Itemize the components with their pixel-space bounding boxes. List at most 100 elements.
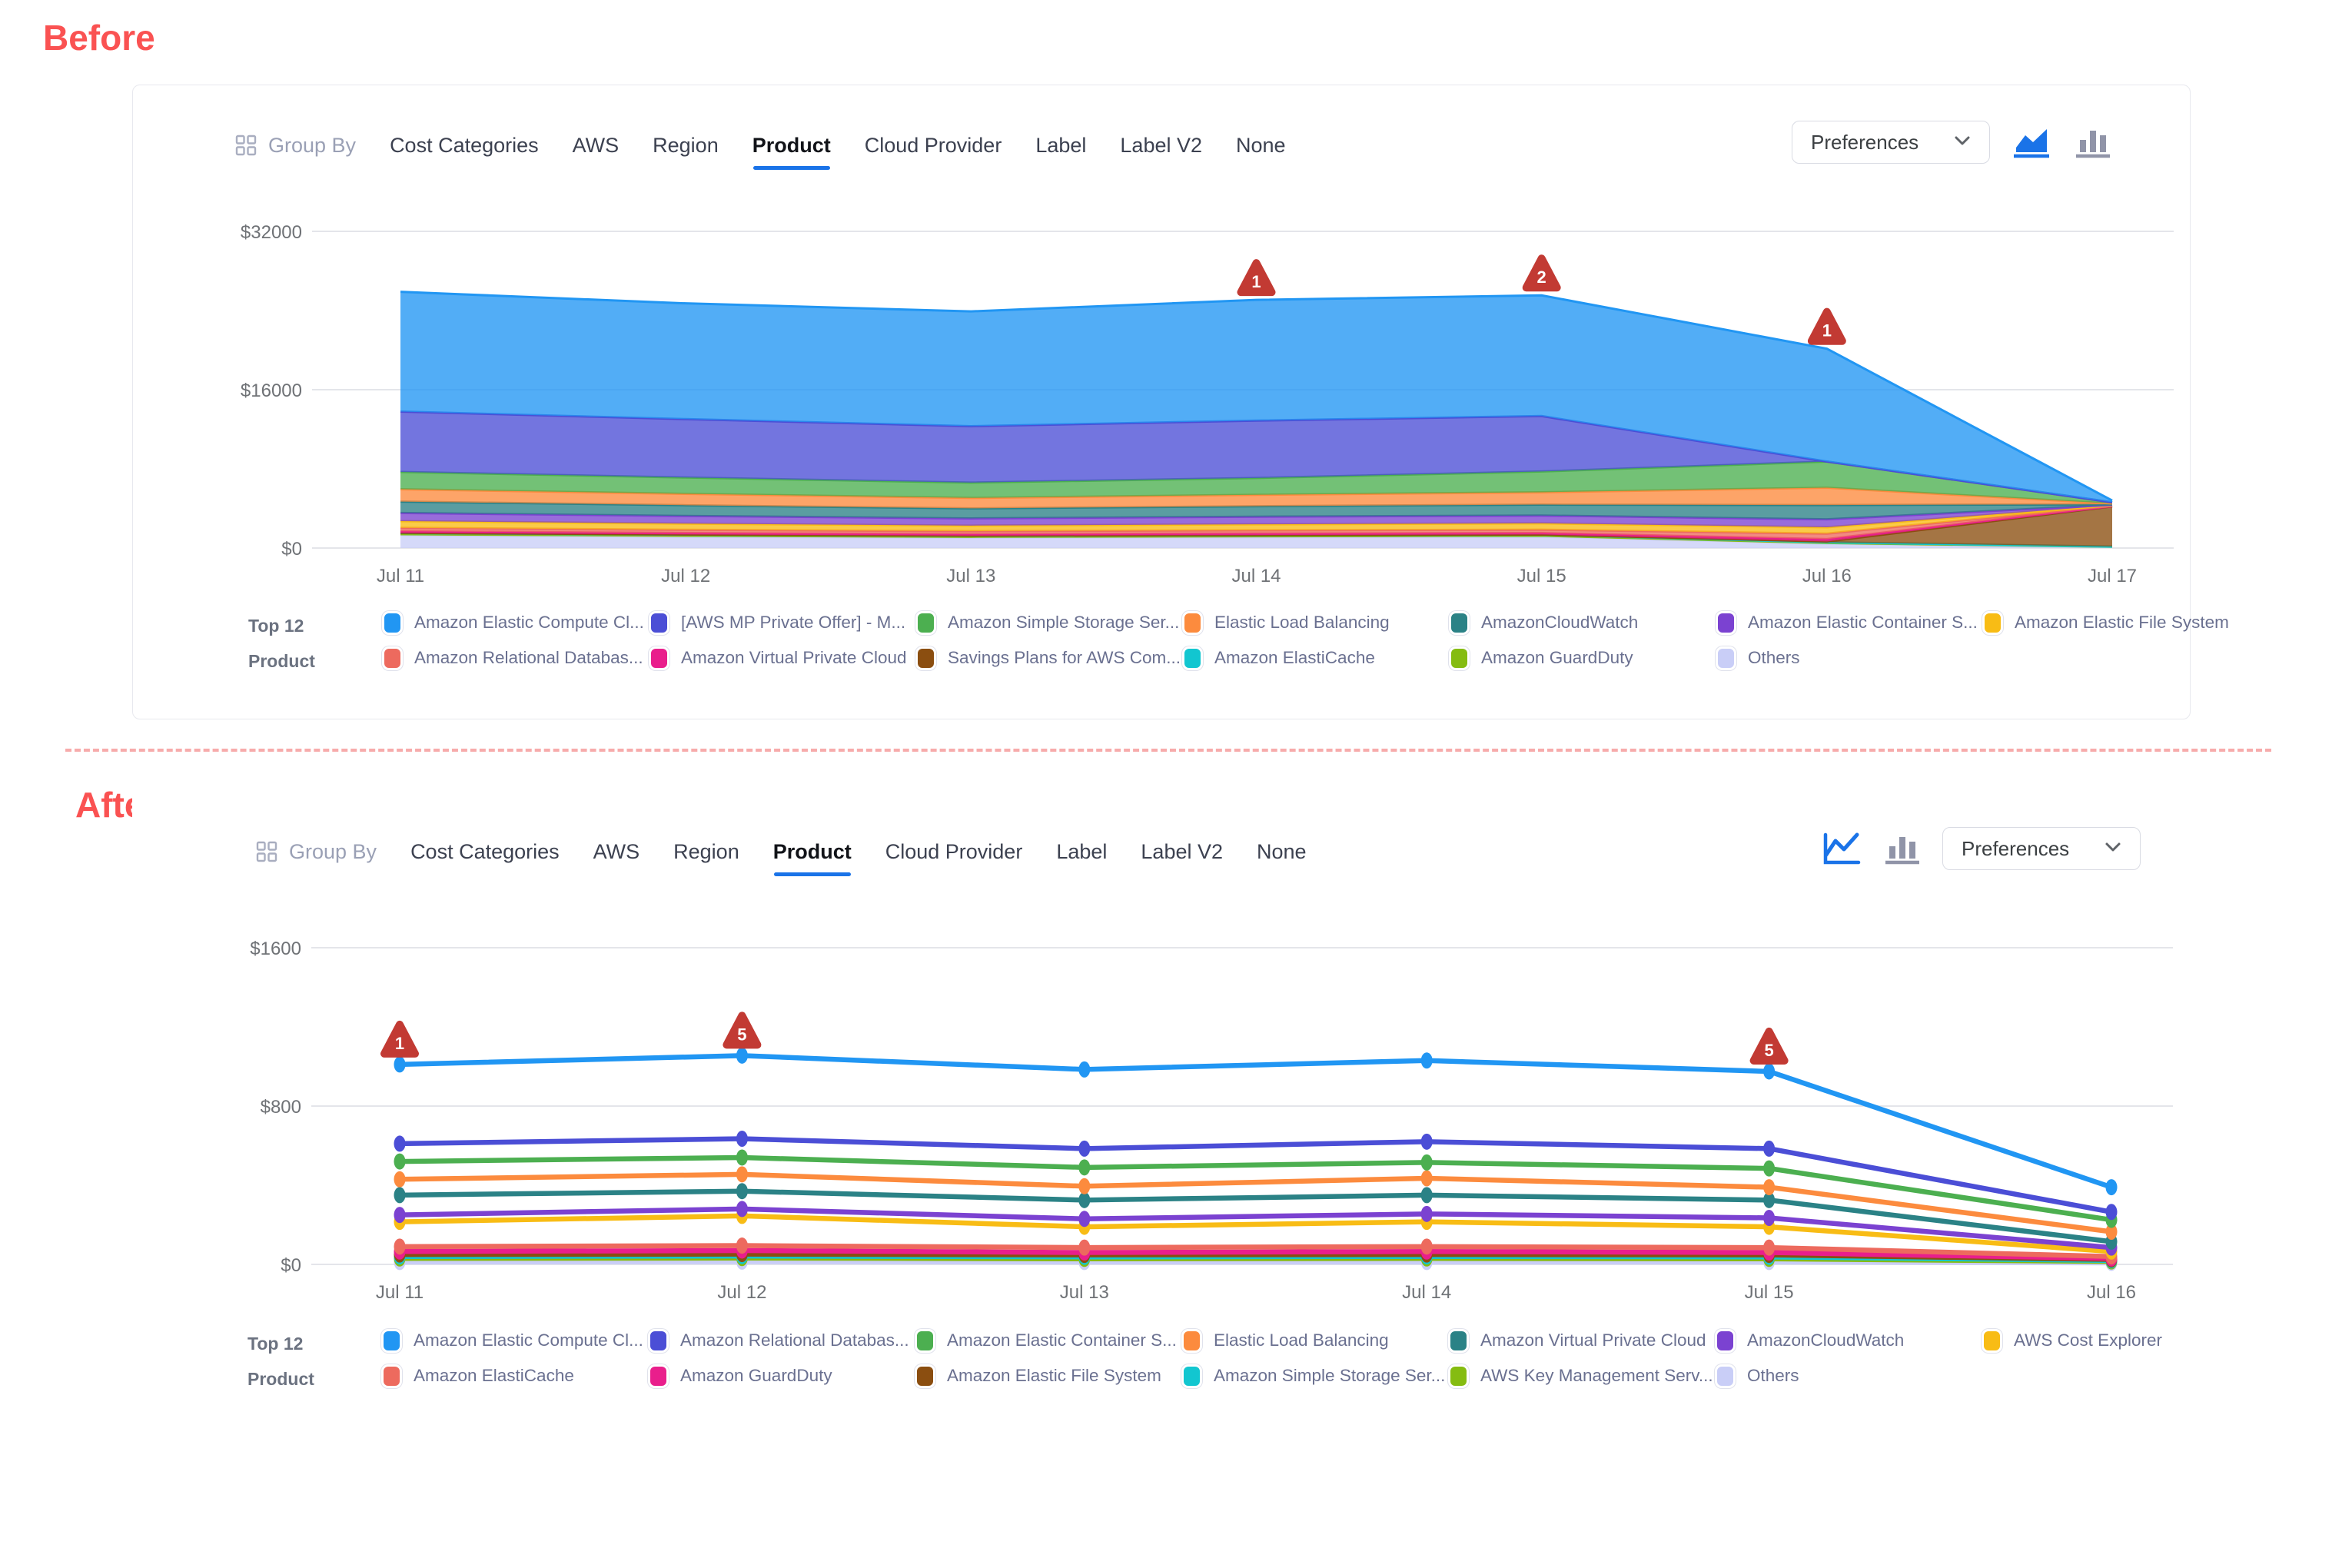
tab-aws[interactable]: AWS <box>593 839 640 863</box>
legend-item[interactable]: Amazon Relational Databas... <box>382 643 649 673</box>
grid-icon <box>255 840 278 863</box>
legend-item[interactable]: Amazon Simple Storage Ser... <box>915 608 1182 637</box>
bar-chart-icon[interactable] <box>2073 125 2113 160</box>
legend-label: AWS Cost Explorer <box>2014 1330 2162 1350</box>
legend-swatch <box>915 1364 935 1388</box>
legend-item[interactable]: AWS Cost Explorer <box>1982 1326 2248 1355</box>
legend-label: Amazon Simple Storage Ser... <box>1214 1366 1446 1385</box>
legend-label: Amazon Elastic Compute Cl... <box>414 613 644 632</box>
legend-title: Top 12 Product <box>248 608 348 679</box>
tab-cloud-provider[interactable]: Cloud Provider <box>864 133 1002 157</box>
legend-swatch <box>1449 646 1470 670</box>
before-legend: Top 12 Product Amazon Elastic Compute Cl… <box>248 608 2249 679</box>
legend-label: Others <box>1748 648 1800 667</box>
tab-none[interactable]: None <box>1236 133 1286 157</box>
before-chart-controls: Preferences <box>1792 121 2113 164</box>
tab-label[interactable]: Label <box>1035 133 1087 157</box>
series-line <box>394 1047 2118 1196</box>
tab-label-v2[interactable]: Label V2 <box>1120 133 1202 157</box>
tab-region[interactable]: Region <box>673 839 739 863</box>
legend-label: [AWS MP Private Offer] - M... <box>681 613 906 632</box>
legend-item[interactable]: Amazon GuardDuty <box>648 1361 915 1390</box>
preferences-select[interactable]: Preferences <box>1942 827 2141 870</box>
anomaly-badge[interactable]: 1 <box>1237 259 1276 297</box>
tab-product[interactable]: Product <box>752 133 831 170</box>
legend-item[interactable]: Amazon Elastic File System <box>1982 608 2249 637</box>
legend-item[interactable]: Amazon Elastic File System <box>915 1361 1181 1390</box>
legend-item[interactable]: Savings Plans for AWS Com... <box>915 643 1182 673</box>
anomaly-badge[interactable]: 1 <box>380 1020 419 1058</box>
legend-swatch <box>648 1364 669 1388</box>
after-legend: Top 12 Product Amazon Elastic Compute Cl… <box>247 1326 2248 1397</box>
legend-swatch <box>915 610 936 635</box>
anomaly-badge[interactable]: 5 <box>723 1012 762 1049</box>
legend-item[interactable]: Amazon Elastic Compute Cl... <box>381 1326 648 1355</box>
svg-text:$1600: $1600 <box>250 938 301 959</box>
tab-region[interactable]: Region <box>653 133 719 157</box>
svg-text:2: 2 <box>1537 267 1546 287</box>
tab-none[interactable]: None <box>1257 839 1307 863</box>
svg-text:1: 1 <box>395 1034 404 1053</box>
svg-text:$0: $0 <box>281 539 302 560</box>
legend-label: Amazon Relational Databas... <box>680 1330 909 1350</box>
series-line <box>394 1166 2118 1241</box>
legend-item[interactable]: AmazonCloudWatch <box>1715 1326 1982 1355</box>
tab-product[interactable]: Product <box>772 839 852 876</box>
chevron-down-icon <box>2105 842 2121 856</box>
legend-item[interactable]: Elastic Load Balancing <box>1182 608 1449 637</box>
legend-label: AmazonCloudWatch <box>1747 1330 1905 1350</box>
legend-item[interactable]: Others <box>1715 1361 1982 1390</box>
legend-item[interactable]: AmazonCloudWatch <box>1449 608 1716 637</box>
after-legend-items: Amazon Elastic Compute Cl... Amazon Relat… <box>381 1326 2248 1390</box>
series-band <box>400 291 2113 503</box>
anomaly-badge[interactable]: 1 <box>1807 307 1846 345</box>
tab-cost-categories[interactable]: Cost Categories <box>390 133 539 157</box>
legend-item[interactable]: Others <box>1716 643 1982 673</box>
legend-title-line1: Top 12 <box>248 616 304 636</box>
svg-text:Jul 15: Jul 15 <box>1517 566 1566 586</box>
legend-item[interactable]: Amazon Virtual Private Cloud <box>1448 1326 1715 1355</box>
legend-label: Amazon Relational Databas... <box>414 648 643 667</box>
legend-swatch <box>1181 1364 1202 1388</box>
legend-item[interactable]: AWS Key Management Serv... <box>1448 1361 1715 1390</box>
legend-item[interactable]: Amazon ElastiCache <box>381 1361 648 1390</box>
after-toolbar: Group By Cost Categories AWS Region Prod… <box>255 827 1307 876</box>
area-chart-icon[interactable] <box>2010 125 2053 160</box>
legend-swatch <box>1716 646 1736 670</box>
tab-label-v2[interactable]: Label V2 <box>1141 839 1223 863</box>
after-line-chart[interactable]: $0 $800 $1600 Jul 11 Jul 12 Jul 13 Jul 14 Jul 1… <box>186 926 2215 1323</box>
legend-item[interactable]: Amazon GuardDuty <box>1449 643 1716 673</box>
before-card: Group By Cost Categories AWS Region Prod… <box>132 85 2229 719</box>
preferences-select[interactable]: Preferences <box>1792 121 1990 164</box>
legend-item[interactable]: Amazon Relational Databas... <box>648 1326 915 1355</box>
legend-swatch <box>1715 1328 1736 1353</box>
legend-item[interactable]: Amazon ElastiCache <box>1182 643 1449 673</box>
legend-item[interactable]: Amazon Elastic Container S... <box>1716 608 1982 637</box>
anomaly-badge[interactable]: 2 <box>1522 254 1561 292</box>
legend-label: Elastic Load Balancing <box>1214 1330 1389 1350</box>
before-area-chart[interactable]: $0 $16000 $32000 Jul 11 Jul 12 Jul 13 Jul 14 Ju… <box>187 210 2216 606</box>
legend-item[interactable]: Elastic Load Balancing <box>1181 1326 1448 1355</box>
legend-item[interactable]: Amazon Virtual Private Cloud <box>649 643 915 673</box>
tab-aws[interactable]: AWS <box>572 133 620 157</box>
svg-text:Jul 12: Jul 12 <box>661 566 710 586</box>
legend-swatch <box>382 610 403 635</box>
legend-swatch <box>1982 1328 2002 1353</box>
legend-label: Amazon GuardDuty <box>1481 648 1633 667</box>
legend-title-line2: Product <box>247 1369 314 1389</box>
bar-chart-icon[interactable] <box>1882 831 1922 866</box>
legend-swatch <box>1182 610 1203 635</box>
svg-text:Jul 13: Jul 13 <box>1060 1282 1109 1303</box>
legend-item[interactable]: [AWS MP Private Offer] - M... <box>649 608 915 637</box>
line-chart-icon[interactable] <box>1819 831 1862 866</box>
legend-item[interactable]: Amazon Elastic Compute Cl... <box>382 608 649 637</box>
tab-cloud-provider[interactable]: Cloud Provider <box>885 839 1023 863</box>
tab-label[interactable]: Label <box>1056 839 1108 863</box>
legend-label: Amazon Elastic Container S... <box>1748 613 1978 632</box>
tab-cost-categories[interactable]: Cost Categories <box>410 839 560 863</box>
svg-text:$32000: $32000 <box>241 222 302 243</box>
legend-item[interactable]: Amazon Simple Storage Ser... <box>1181 1361 1448 1390</box>
section-divider <box>65 749 2271 752</box>
anomaly-badge[interactable]: 5 <box>1749 1027 1789 1065</box>
legend-item[interactable]: Amazon Elastic Container S... <box>915 1326 1181 1355</box>
